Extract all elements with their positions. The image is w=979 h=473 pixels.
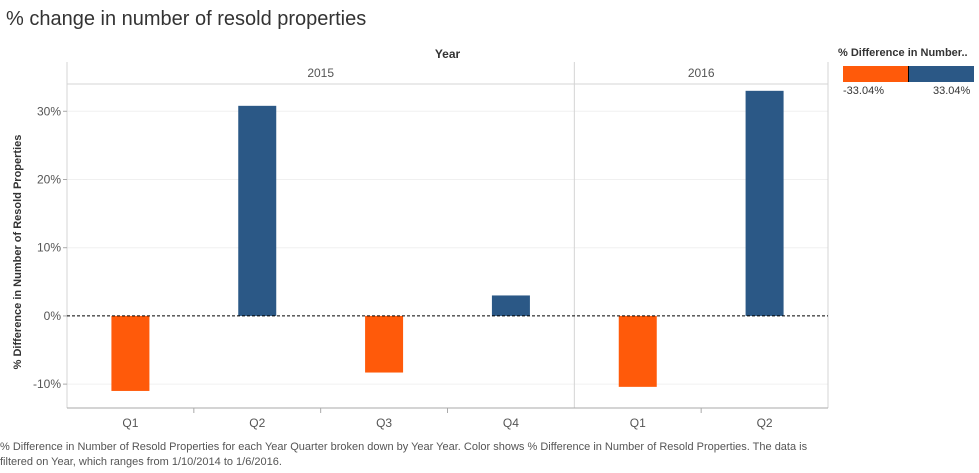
chart-caption: % Difference in Number of Resold Propert… [0, 441, 808, 468]
x-tick-label-2015-Q3: Q3 [376, 416, 392, 430]
legend-color-ramp [843, 66, 974, 82]
y-tick-label: 30% [37, 104, 61, 118]
panel-header-2016: 2016 [688, 66, 715, 80]
y-tick-label: -10% [33, 377, 61, 391]
legend-positive-swatch [909, 66, 974, 82]
y-tick-label: 0% [44, 309, 62, 323]
x-tick-label-2016-Q1: Q1 [630, 416, 646, 430]
legend-separator [908, 66, 909, 82]
legend-title: % Difference in Number.. [838, 47, 968, 59]
legend-negative-swatch [843, 66, 908, 82]
x-tick-label-2015-Q1: Q1 [122, 416, 138, 430]
chart-title: % change in number of resold properties [6, 8, 367, 30]
bar-2016-Q1 [618, 315, 657, 387]
bar-2015-Q3 [365, 315, 404, 373]
x-tick-label-2015-Q2: Q2 [249, 416, 265, 430]
bar-2016-Q2 [745, 90, 784, 316]
bar-2015-Q4 [491, 295, 530, 316]
y-tick-label: 20% [37, 172, 61, 186]
panel-header-2015: 2015 [307, 66, 334, 80]
y-axis-title: % Difference in Number of Resold Propert… [12, 135, 24, 370]
column-header: Year [435, 47, 461, 61]
bar-2015-Q1 [111, 315, 150, 391]
legend-max-label: 33.04% [933, 85, 971, 97]
bar-2015-Q2 [238, 105, 277, 316]
color-legend[interactable]: % Difference in Number.. -33.04% 33.04% [838, 47, 978, 101]
bar-chart: Year 2015 Q1 Q2 Q3 Q4 2016 Q1 Q2 30% 20% 10% 0% -10%%… [12, 47, 829, 430]
x-tick-label-2015-Q4: Q4 [503, 416, 519, 430]
x-tick-label-2016-Q2: Q2 [757, 416, 773, 430]
legend-min-label: -33.04% [843, 85, 884, 97]
y-tick-label: 10% [37, 241, 61, 255]
